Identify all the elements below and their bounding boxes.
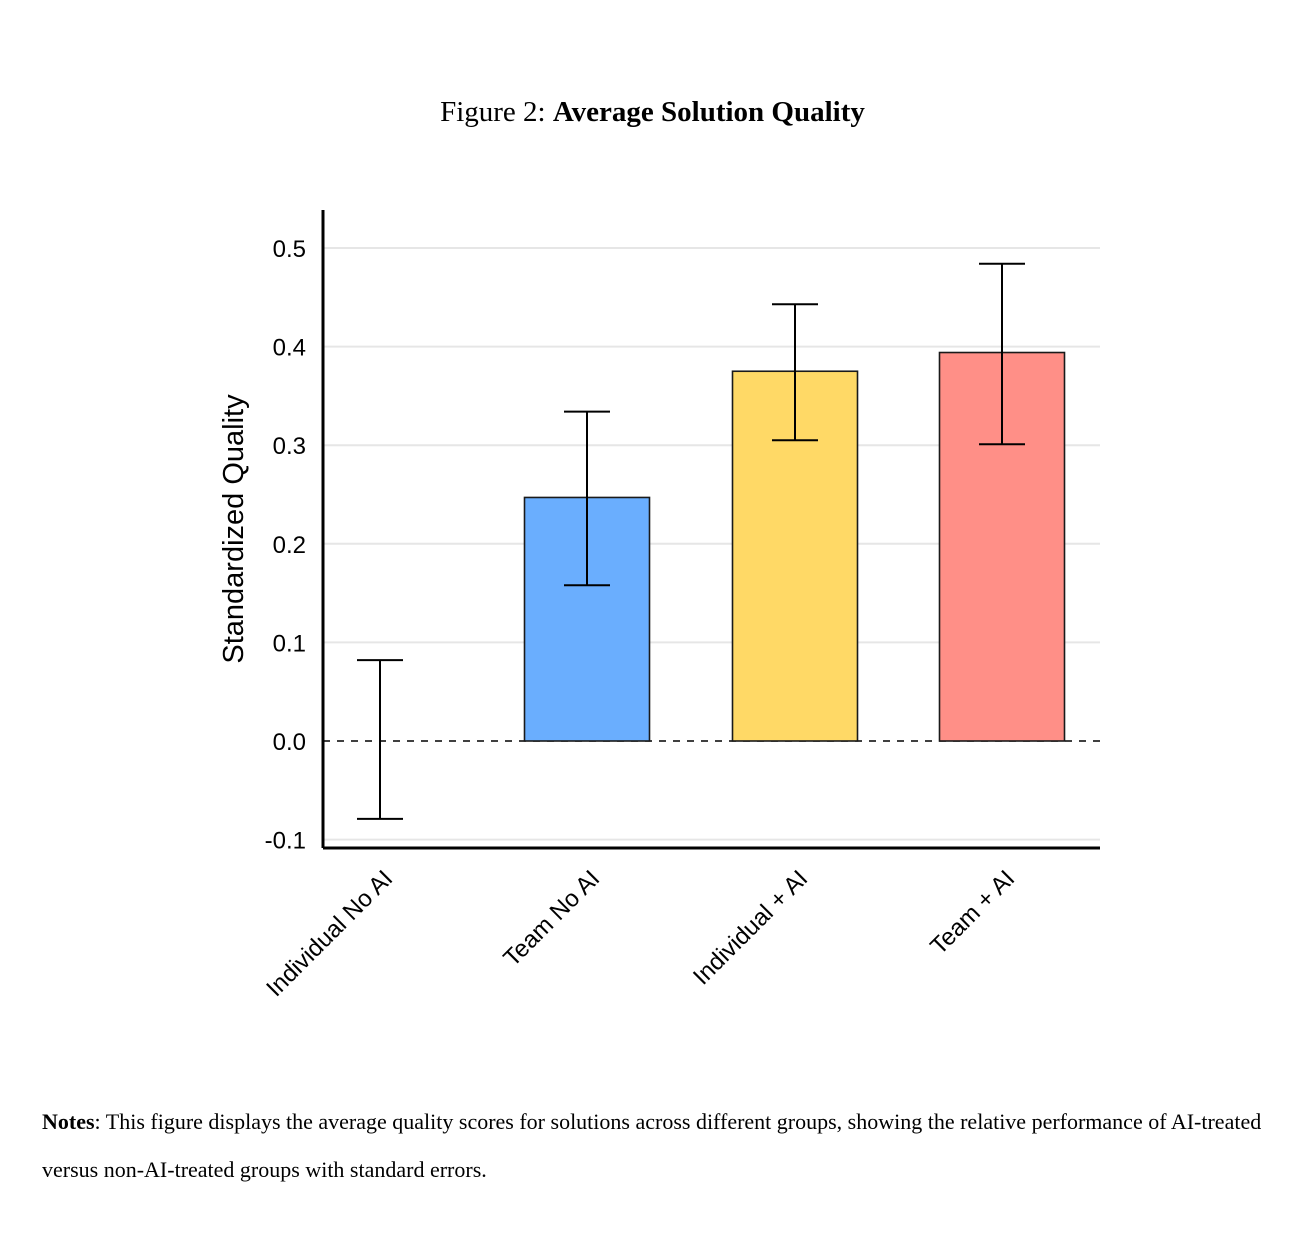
y-tick-label: 0.2 [273, 532, 306, 559]
figure-notes: Notes: This figure displays the average … [42, 1098, 1262, 1194]
y-tick-label: 0.4 [273, 335, 306, 362]
notes-label: Notes [42, 1109, 95, 1134]
y-axis-label: Standardized Quality [218, 394, 250, 664]
notes-text: : This figure displays the average quali… [42, 1109, 1262, 1182]
y-tick-label: 0.0 [273, 729, 306, 756]
figure-title-text: Average Solution Quality [552, 96, 865, 128]
x-tick-label: Individual + AI [688, 865, 813, 990]
y-tick-label: 0.5 [273, 236, 306, 263]
y-tick-label: -0.1 [265, 828, 306, 855]
x-tick-label: Individual No AI [261, 865, 398, 1002]
y-tick-label: 0.3 [273, 433, 306, 460]
y-tick-label: 0.1 [273, 630, 306, 657]
figure-label: Figure 2: [440, 96, 546, 128]
error-bar-layer [357, 262, 1025, 820]
figure-title: Figure 2: Average Solution Quality [0, 96, 1290, 129]
x-tick-label: Team No AI [498, 865, 605, 972]
bar-chart: -0.1 0.0 0.1 0.2 0.3 0.4 0.5 Individual No AI Te… [218, 210, 1100, 1002]
x-tick-label: Team + AI [925, 865, 1020, 960]
axis-layer [321, 210, 1100, 850]
